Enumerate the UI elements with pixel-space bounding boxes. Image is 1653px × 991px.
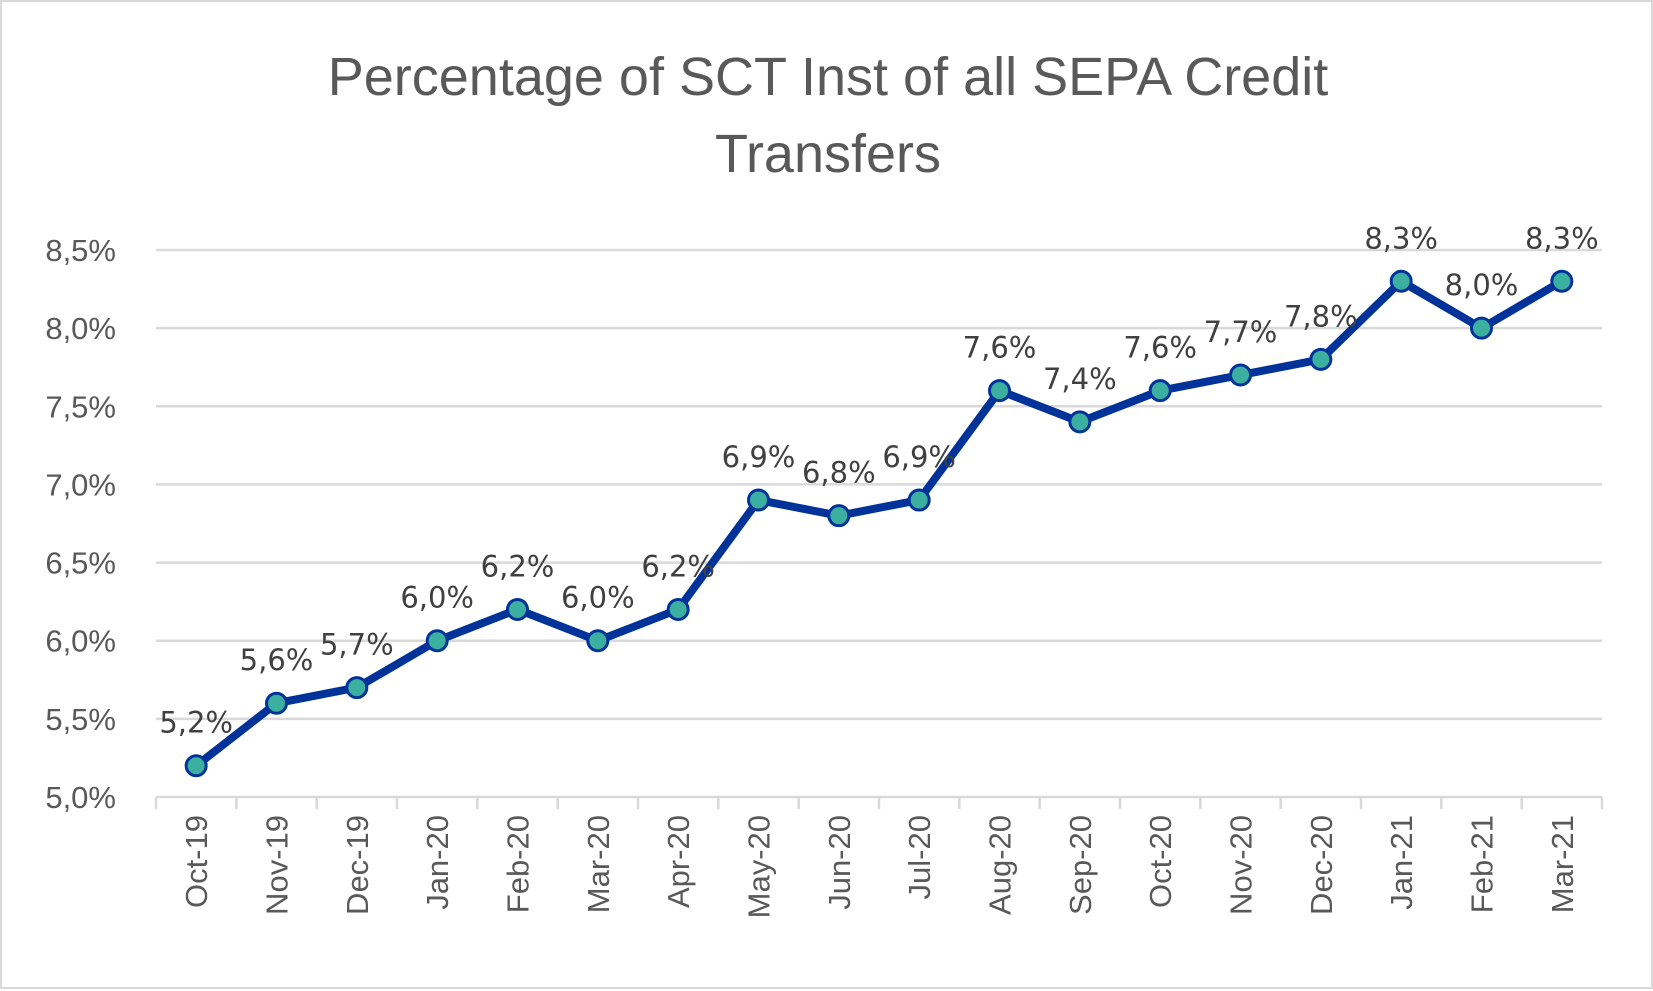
y-tick-label: 7,0% [45, 467, 116, 502]
x-tick-label: Feb-21 [1465, 815, 1500, 913]
data-label: 6,0% [561, 581, 635, 615]
x-tick-label: Mar-20 [581, 815, 616, 913]
x-tick-label: Mar-21 [1545, 815, 1580, 913]
y-tick-label: 6,5% [45, 546, 116, 581]
data-label: 6,8% [802, 456, 876, 490]
y-tick-label: 6,0% [45, 624, 116, 659]
x-tick-label: Dec-19 [340, 815, 375, 915]
data-label: 6,9% [882, 440, 956, 474]
data-label: 8,0% [1445, 268, 1519, 302]
y-tick-label: 8,5% [45, 233, 116, 268]
x-tick-label: Feb-20 [501, 815, 536, 913]
x-tick-label: Dec-20 [1304, 815, 1339, 915]
x-tick-label: Jul-20 [902, 815, 937, 899]
data-label: 7,8% [1284, 299, 1358, 333]
data-point [1148, 379, 1172, 403]
data-point [345, 676, 369, 700]
data-label: 7,6% [963, 331, 1037, 365]
x-tick-label: May-20 [742, 815, 777, 918]
data-point [265, 691, 288, 715]
data-point [1309, 347, 1333, 371]
data-point [988, 379, 1011, 403]
x-tick-label: Nov-19 [260, 815, 295, 915]
data-point [666, 597, 690, 621]
x-tick-label: Oct-20 [1143, 815, 1178, 908]
data-label: 5,2% [159, 706, 233, 740]
x-tick-label: Nov-20 [1224, 815, 1259, 915]
x-tick-label: Sep-20 [1063, 815, 1098, 915]
data-point [1068, 410, 1092, 434]
x-tick-label: Oct-19 [179, 815, 214, 908]
data-point [827, 504, 851, 528]
chart-title-line-1: Percentage of SCT Inst of all SEPA Credi… [328, 47, 1329, 107]
data-point [425, 629, 449, 653]
data-point [907, 488, 931, 512]
x-tick-label: Jun-20 [822, 815, 857, 910]
y-tick-label: 5,5% [45, 702, 116, 737]
data-label: 5,6% [240, 643, 314, 677]
data-label: 8,3% [1364, 221, 1438, 255]
data-point [747, 488, 770, 512]
data-label: 8,3% [1525, 221, 1599, 255]
data-point [586, 629, 610, 653]
chart-title-line-2: Transfers [715, 124, 941, 184]
x-tick-label: Aug-20 [983, 815, 1018, 915]
x-tick-label: Apr-20 [661, 815, 696, 908]
x-tick-label: Jan-21 [1384, 815, 1419, 910]
data-point [1389, 269, 1413, 293]
data-point [1229, 363, 1252, 387]
series-line [193, 277, 1564, 769]
data-label: 7,4% [1043, 362, 1117, 396]
data-point [184, 754, 208, 778]
data-point [1470, 316, 1493, 340]
data-label: 6,2% [641, 549, 715, 583]
data-label: 5,7% [320, 628, 394, 662]
y-tick-label: 5,0% [45, 780, 116, 815]
data-label: 7,6% [1123, 331, 1197, 365]
data-label: 6,0% [400, 581, 474, 615]
data-label: 6,2% [481, 549, 555, 583]
data-label: 7,7% [1204, 315, 1278, 349]
data-point [1550, 269, 1574, 293]
y-tick-label: 8,0% [45, 311, 116, 346]
data-label: 6,9% [722, 440, 796, 474]
y-tick-label: 7,5% [45, 389, 116, 424]
x-tick-label: Jan-20 [420, 815, 455, 910]
data-point [506, 597, 529, 621]
